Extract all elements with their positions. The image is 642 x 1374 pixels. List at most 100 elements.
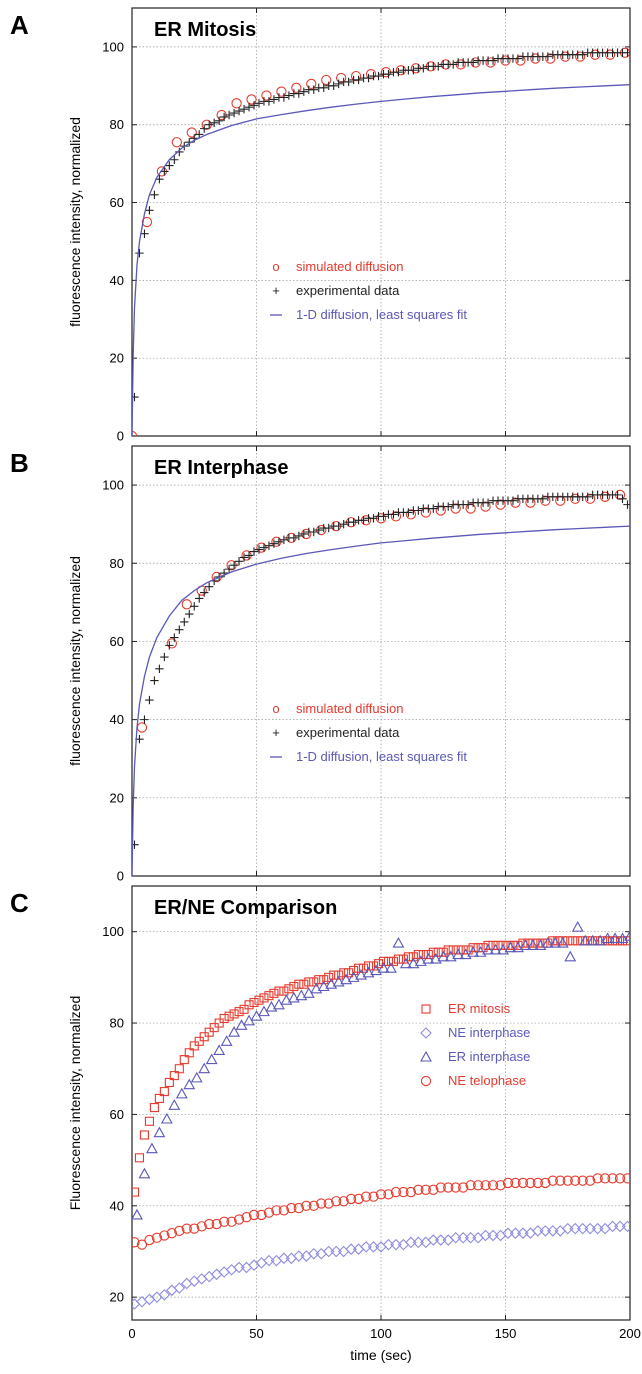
data-point <box>293 1202 304 1214</box>
chart-panel-b: 0 20 40 60 80 100 B ER Interphase fluorescence i… <box>10 445 631 884</box>
data-point <box>498 940 508 950</box>
data-point <box>279 93 289 102</box>
data-point <box>435 1182 446 1193</box>
data-point <box>495 499 506 510</box>
data-point <box>608 936 618 946</box>
data-point <box>485 57 496 68</box>
legend-symbol <box>420 1050 432 1062</box>
data-point <box>573 936 583 946</box>
data-point <box>513 54 523 63</box>
data-point <box>213 1044 226 1056</box>
series-ne-interphase <box>132 1220 630 1310</box>
data-point <box>438 947 448 957</box>
data-point <box>467 946 480 957</box>
y-tick-label: 100 <box>102 924 124 939</box>
data-point <box>216 109 227 121</box>
data-point <box>136 722 148 733</box>
data-point <box>345 1193 357 1205</box>
data-point <box>495 1180 506 1191</box>
legend: o simulated diffusion + experimental data 1-… <box>270 701 467 764</box>
legend-label: NE telophase <box>448 1073 526 1088</box>
data-point <box>482 943 495 955</box>
data-point <box>449 1231 462 1244</box>
data-point <box>420 507 431 518</box>
data-point <box>229 1009 239 1019</box>
data-point <box>459 948 472 960</box>
legend-symbol <box>421 1004 431 1014</box>
data-point <box>329 970 339 980</box>
data-point <box>377 962 390 973</box>
data-point <box>367 1241 380 1253</box>
data-point <box>299 529 309 539</box>
data-point <box>385 962 397 973</box>
data-point <box>379 512 388 521</box>
data-point <box>189 1223 200 1234</box>
data-point <box>145 206 154 215</box>
data-point <box>226 1216 237 1227</box>
data-point <box>179 1055 189 1065</box>
data-point <box>545 53 556 64</box>
data-point <box>309 85 318 94</box>
data-point <box>468 943 478 953</box>
legend-symbol <box>420 1027 432 1039</box>
data-point <box>487 1229 499 1242</box>
data-point <box>174 1064 184 1074</box>
data-point <box>359 516 368 525</box>
data-point <box>269 539 279 548</box>
data-point <box>249 547 259 556</box>
data-point <box>175 147 184 157</box>
data-point <box>575 51 586 62</box>
data-point <box>231 98 242 109</box>
data-point <box>604 49 616 60</box>
data-point <box>390 1238 402 1251</box>
data-point <box>443 945 453 955</box>
y-tick-label: 40 <box>110 1198 124 1213</box>
data-point <box>308 1200 319 1211</box>
data-point <box>180 617 189 627</box>
data-point <box>576 1222 589 1235</box>
data-point <box>169 1071 179 1081</box>
data-point <box>175 625 184 634</box>
series-ne-telophase <box>132 1173 630 1250</box>
legend-label: 1-D diffusion, least squares fit <box>296 307 467 322</box>
data-point <box>229 561 239 570</box>
data-point <box>378 956 389 966</box>
y-tick-label: 40 <box>110 273 124 288</box>
data-point <box>181 599 192 610</box>
data-point <box>512 941 524 953</box>
legend-symbol: + <box>272 283 280 298</box>
data-point <box>294 89 304 98</box>
y-tick-label: 80 <box>110 556 124 571</box>
data-point <box>218 1216 230 1227</box>
data-point <box>465 503 476 514</box>
y-axis-label: fluorescence intensity, normalized <box>67 556 83 766</box>
data-point <box>317 980 330 992</box>
fit-line <box>132 84 630 436</box>
y-tick-label: 100 <box>102 478 124 493</box>
series-experimental-data <box>132 490 630 849</box>
data-point <box>289 533 299 543</box>
data-point <box>224 564 234 574</box>
data-point <box>429 504 438 513</box>
data-point <box>150 676 159 685</box>
data-point <box>289 981 299 992</box>
data-point <box>324 523 333 533</box>
data-point <box>278 1252 290 1265</box>
data-point <box>264 541 274 550</box>
data-point <box>570 1175 581 1186</box>
y-axis-label: fluorescence intensity, normalized <box>67 117 83 327</box>
y-tick-label: 0 <box>117 869 124 884</box>
data-point <box>195 594 204 603</box>
data-point <box>220 1035 233 1046</box>
data-point <box>420 1184 431 1195</box>
data-point <box>264 97 274 106</box>
y-tick-label: 80 <box>110 117 124 132</box>
data-point <box>136 1239 148 1250</box>
data-point <box>279 986 289 996</box>
data-point <box>500 55 511 66</box>
data-point <box>464 1231 477 1244</box>
data-point <box>622 1173 630 1184</box>
data-point <box>293 1250 305 1262</box>
data-point <box>145 695 154 705</box>
data-point <box>189 1041 199 1051</box>
